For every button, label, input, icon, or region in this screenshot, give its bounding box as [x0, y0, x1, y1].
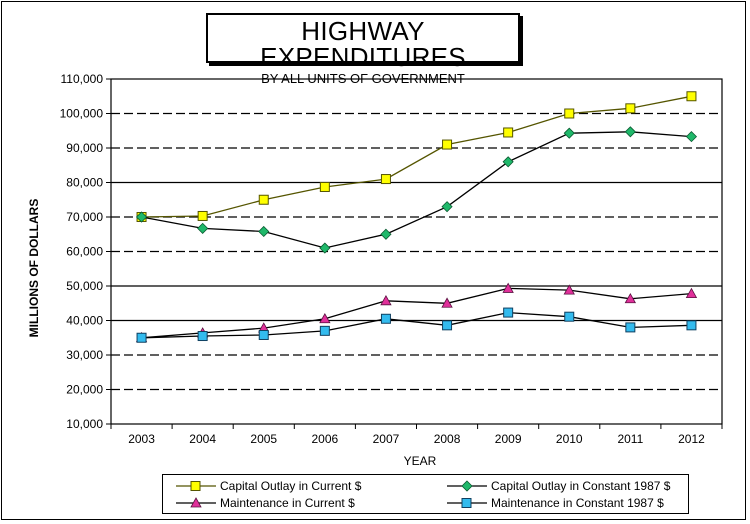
x-tick-label: 2007 — [373, 432, 400, 446]
y-tick-label: 110,000 — [61, 72, 104, 86]
series-4 — [136, 307, 697, 343]
y-axis-ticks: 10,000 20,000 30,000 40,000 50,000 60,000 70,0… — [60, 72, 111, 431]
data-point — [441, 297, 453, 308]
series-line — [141, 95, 692, 218]
data-point — [258, 329, 269, 340]
series-1 — [136, 91, 697, 222]
data-point — [258, 194, 269, 205]
series-line — [141, 311, 692, 339]
x-tick-label: 2009 — [495, 432, 522, 446]
data-point — [136, 332, 147, 343]
data-point — [564, 108, 575, 119]
legend-label: Maintenance in Current $ — [220, 496, 355, 510]
data-point — [503, 127, 514, 138]
y-tick-label: 50,000 — [66, 279, 103, 293]
x-axis-ticks: 2003 2004 2005 2006 2007 2008 2009 2010 2011 2012 — [110, 424, 723, 446]
legend-label: Maintenance in Constant 1987 $ — [491, 496, 664, 510]
data-point — [380, 228, 392, 240]
data-point — [685, 287, 698, 298]
x-tick-label: 2003 — [128, 432, 155, 446]
y-tick-label: 20,000 — [66, 383, 103, 397]
data-point — [197, 222, 209, 234]
data-point — [563, 284, 575, 295]
y-tick-label: 80,000 — [66, 176, 103, 190]
chart-title: HIGHWAY EXPENDITURES — [260, 16, 466, 72]
data-point — [197, 331, 208, 342]
legend-label: Capital Outlay in Current $ — [220, 479, 362, 493]
chart-title-box: HIGHWAY EXPENDITURES BY ALL UNITS OF GOV… — [206, 13, 520, 86]
y-tick-label: 10,000 — [66, 417, 103, 431]
data-point — [258, 225, 270, 238]
data-point — [625, 103, 636, 114]
x-tick-label: 2008 — [434, 432, 461, 446]
x-tick-label: 2012 — [678, 432, 705, 446]
y-axis-title: MILLIONS OF DOLLARS — [27, 199, 41, 338]
x-axis-title: YEAR — [404, 454, 437, 468]
y-tick-label: 40,000 — [66, 314, 103, 328]
data-point — [502, 156, 514, 168]
y-tick-label: 90,000 — [66, 141, 103, 155]
series-line — [141, 287, 692, 339]
series-line — [141, 131, 692, 249]
y-tick-label: 100,000 — [60, 107, 104, 121]
x-tick-label: 2011 — [617, 432, 643, 446]
data-point — [442, 139, 453, 150]
data-point — [625, 322, 636, 333]
data-point — [380, 295, 392, 306]
series-2 — [135, 126, 698, 254]
series-lines — [135, 91, 698, 343]
data-point — [319, 242, 331, 254]
data-point — [624, 126, 636, 138]
legend-marker-square-blue-icon — [447, 498, 487, 508]
data-point — [686, 91, 697, 102]
data-point — [442, 320, 453, 331]
x-tick-label: 2010 — [556, 432, 583, 446]
legend-marker-diamond-green-icon — [447, 480, 487, 492]
data-point — [685, 131, 698, 143]
data-point — [319, 181, 330, 192]
legend-marker-triangle-magenta-icon — [176, 497, 216, 508]
legend: Capital Outlay in Current $ Capital Outl… — [162, 474, 689, 514]
data-point — [135, 211, 148, 223]
data-point — [319, 325, 330, 336]
data-point — [563, 127, 575, 139]
data-point — [564, 311, 575, 322]
y-tick-label: 70,000 — [66, 210, 103, 224]
legend-label: Capital Outlay in Constant 1987 $ — [491, 479, 671, 493]
data-point — [503, 307, 514, 318]
gridlines — [111, 112, 722, 391]
data-point — [380, 313, 391, 324]
data-point — [624, 292, 637, 304]
x-tick-label: 2004 — [189, 432, 216, 446]
data-point — [319, 312, 331, 324]
series-3 — [135, 282, 698, 343]
data-point — [502, 282, 514, 293]
y-tick-label: 60,000 — [66, 245, 103, 259]
data-point — [686, 320, 697, 331]
data-point — [380, 174, 391, 185]
data-point — [197, 210, 208, 221]
data-point — [441, 201, 453, 213]
y-tick-label: 30,000 — [66, 348, 103, 362]
x-tick-label: 2006 — [311, 432, 338, 446]
legend-marker-square-yellow-icon — [176, 481, 216, 491]
x-tick-label: 2005 — [250, 432, 277, 446]
